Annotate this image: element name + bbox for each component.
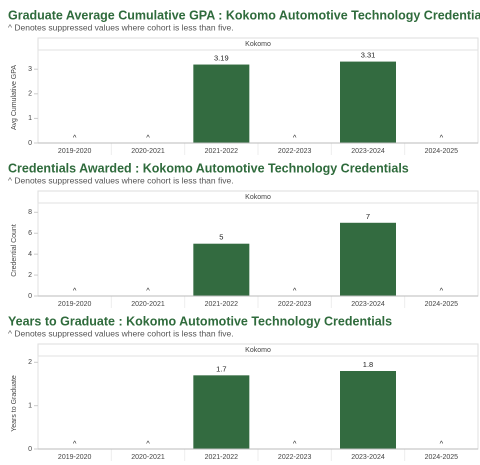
x-tick-label: 2022-2023 bbox=[278, 454, 312, 461]
suppressed-label: ^ bbox=[293, 286, 297, 295]
value-label: 7 bbox=[366, 212, 370, 221]
y-tick-label: 0 bbox=[28, 446, 32, 453]
panel-label: Kokomo bbox=[245, 194, 271, 201]
y-tick-label: 4 bbox=[28, 251, 32, 258]
y-tick-label: 0 bbox=[28, 140, 32, 147]
chart-subtitle: ^ Denotes suppressed values where cohort… bbox=[8, 175, 234, 185]
bar bbox=[193, 243, 250, 296]
suppressed-label: ^ bbox=[146, 439, 150, 448]
value-label: 3.31 bbox=[361, 51, 376, 60]
y-axis-label: Avg Cumulative GPA bbox=[11, 65, 18, 130]
x-tick-label: 2023-2024 bbox=[351, 301, 385, 308]
y-axis-label: Years to Graduate bbox=[11, 375, 18, 432]
y-tick-label: 2 bbox=[28, 272, 32, 279]
x-tick-label: 2020-2021 bbox=[131, 454, 165, 461]
x-tick-label: 2019-2020 bbox=[58, 454, 92, 461]
value-label: 5 bbox=[219, 233, 223, 242]
suppressed-label: ^ bbox=[146, 286, 150, 295]
x-tick-label: 2022-2023 bbox=[278, 148, 312, 155]
plot-area bbox=[37, 202, 479, 297]
x-tick-label: 2020-2021 bbox=[131, 301, 165, 308]
x-tick-label: 2024-2025 bbox=[425, 454, 459, 461]
chart-title: Years to Graduate : Kokomo Automotive Te… bbox=[8, 314, 392, 328]
y-tick-label: 2 bbox=[28, 359, 32, 366]
y-tick-label: 6 bbox=[28, 230, 32, 237]
suppressed-label: ^ bbox=[293, 133, 297, 142]
suppressed-label: ^ bbox=[73, 286, 77, 295]
x-tick-label: 2022-2023 bbox=[278, 301, 312, 308]
x-tick-label: 2021-2022 bbox=[205, 148, 239, 155]
bar bbox=[340, 371, 396, 449]
panel-label: Kokomo bbox=[245, 41, 271, 48]
y-tick-label: 0 bbox=[28, 293, 32, 300]
value-label: 3.19 bbox=[214, 54, 229, 63]
y-tick-label: 3 bbox=[28, 66, 32, 73]
value-label: 1.7 bbox=[216, 364, 226, 373]
suppressed-label: ^ bbox=[293, 439, 297, 448]
plot-area bbox=[37, 355, 479, 450]
y-tick-label: 1 bbox=[28, 403, 32, 410]
y-axis-label: Credential Count bbox=[11, 224, 18, 277]
chart-title: Graduate Average Cumulative GPA : Kokomo… bbox=[8, 8, 480, 22]
panel-label: Kokomo bbox=[245, 347, 271, 354]
suppressed-label: ^ bbox=[146, 133, 150, 142]
x-tick-label: 2021-2022 bbox=[205, 301, 239, 308]
y-tick-label: 8 bbox=[28, 209, 32, 216]
bar bbox=[340, 61, 396, 144]
chart-subtitle: ^ Denotes suppressed values where cohort… bbox=[8, 22, 234, 32]
bar bbox=[193, 64, 250, 143]
x-tick-label: 2021-2022 bbox=[205, 454, 239, 461]
suppressed-label: ^ bbox=[440, 439, 444, 448]
bar bbox=[340, 222, 396, 296]
y-tick-label: 2 bbox=[28, 91, 32, 98]
x-tick-label: 2024-2025 bbox=[425, 301, 459, 308]
x-tick-label: 2019-2020 bbox=[58, 148, 92, 155]
x-tick-label: 2019-2020 bbox=[58, 301, 92, 308]
bar bbox=[193, 375, 250, 449]
suppressed-label: ^ bbox=[440, 286, 444, 295]
chart-subtitle: ^ Denotes suppressed values where cohort… bbox=[8, 328, 234, 338]
x-tick-label: 2023-2024 bbox=[351, 148, 385, 155]
plot-area bbox=[37, 49, 479, 144]
suppressed-label: ^ bbox=[440, 133, 444, 142]
x-tick-label: 2023-2024 bbox=[351, 454, 385, 461]
suppressed-label: ^ bbox=[73, 133, 77, 142]
chart-title: Credentials Awarded : Kokomo Automotive … bbox=[8, 161, 409, 175]
value-label: 1.8 bbox=[363, 360, 373, 369]
x-tick-label: 2024-2025 bbox=[425, 148, 459, 155]
x-tick-label: 2020-2021 bbox=[131, 148, 165, 155]
y-tick-label: 1 bbox=[28, 115, 32, 122]
suppressed-label: ^ bbox=[73, 439, 77, 448]
